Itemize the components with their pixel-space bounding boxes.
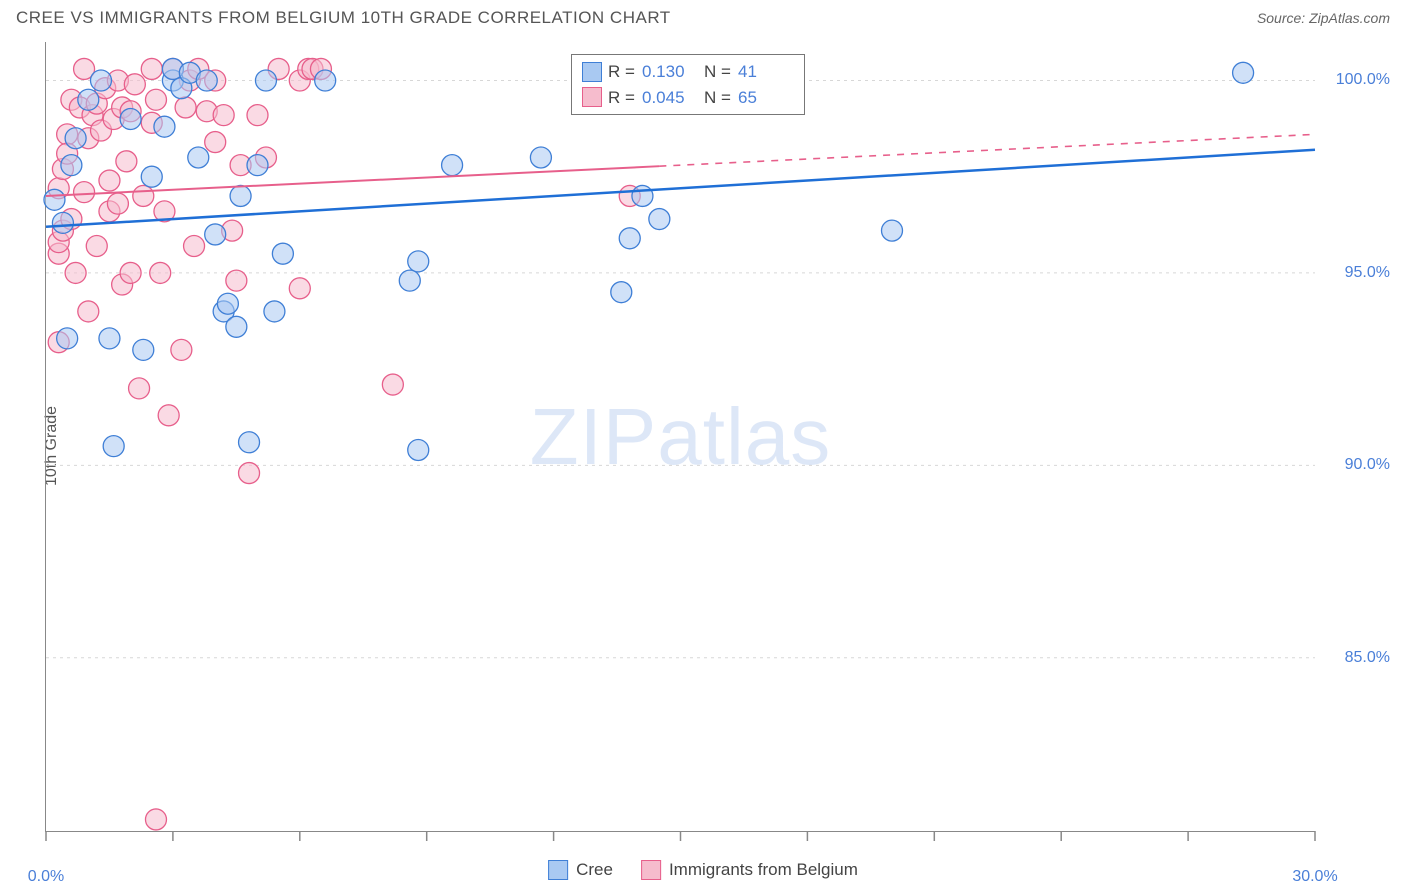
x-tick-label-left: 0.0%: [28, 868, 64, 886]
plot-area: ZIPatlas R =0.130N =41R =0.045N =65 85.0…: [45, 42, 1315, 832]
x-tick-label-right: 30.0%: [1292, 868, 1337, 886]
y-tick-label: 85.0%: [1320, 649, 1390, 667]
legend-item-cree: Cree: [548, 860, 613, 880]
chart-title: CREE VS IMMIGRANTS FROM BELGIUM 10TH GRA…: [16, 8, 671, 28]
y-tick-label: 100.0%: [1320, 71, 1390, 89]
legend-item-belgium: Immigrants from Belgium: [641, 860, 858, 880]
swatch-belgium: [582, 87, 602, 107]
y-tick-label: 95.0%: [1320, 264, 1390, 282]
chart-area: ZIPatlas R =0.130N =41R =0.045N =65 85.0…: [45, 42, 1390, 832]
swatch-cree: [582, 62, 602, 82]
bottom-legend: Cree Immigrants from Belgium: [548, 860, 858, 880]
stats-row-belgium: R =0.045N =65: [582, 85, 794, 111]
plot-svg: [46, 42, 1315, 831]
source-label: Source: ZipAtlas.com: [1257, 10, 1390, 26]
swatch-cree: [548, 860, 568, 880]
swatch-belgium: [641, 860, 661, 880]
correlation-stats-box: R =0.130N =41R =0.045N =65: [571, 54, 805, 115]
y-tick-label: 90.0%: [1320, 456, 1390, 474]
stats-row-cree: R =0.130N =41: [582, 59, 794, 85]
